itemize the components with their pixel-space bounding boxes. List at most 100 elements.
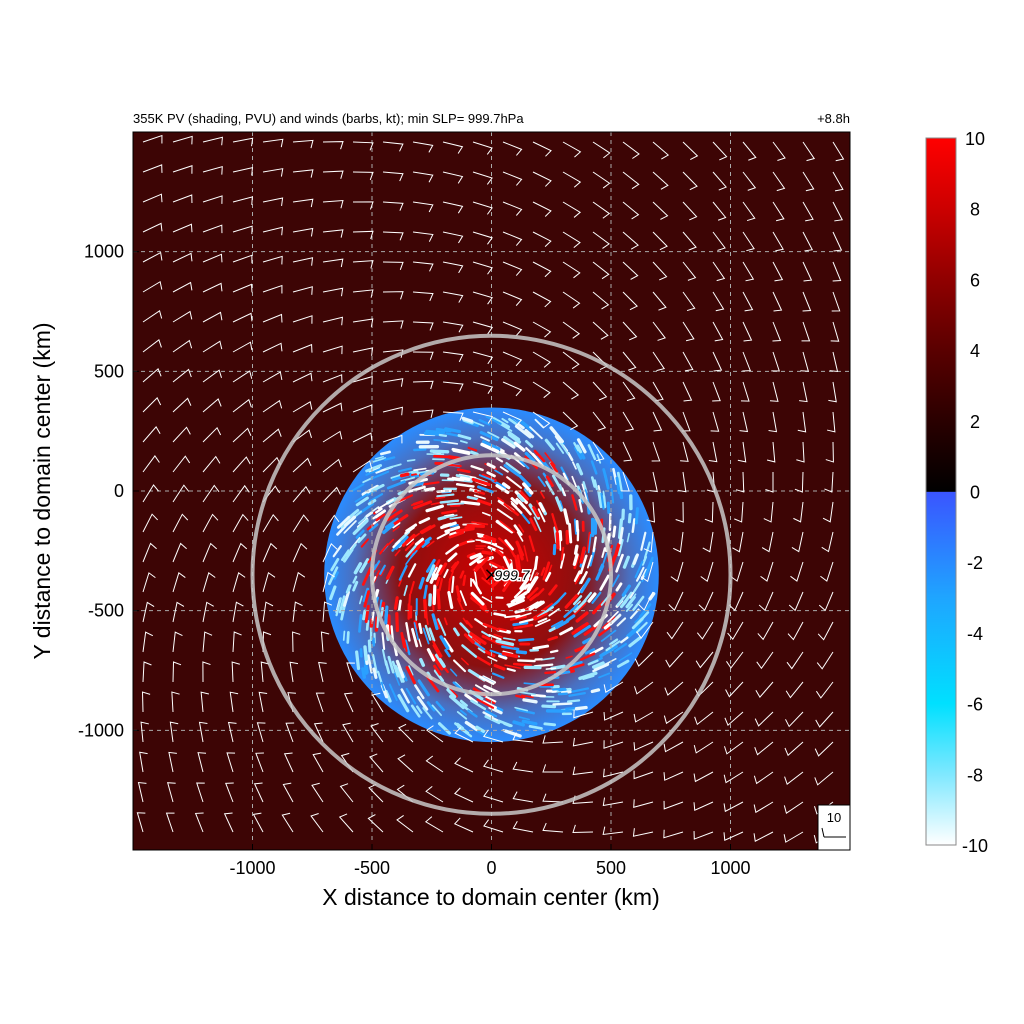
wind-barb [829, 351, 839, 373]
pv-streak [462, 574, 467, 587]
wind-barb [382, 141, 404, 152]
pv-streak [510, 497, 519, 505]
wind-barb [232, 166, 254, 176]
wind-barb [352, 404, 373, 414]
wind-barb [442, 381, 464, 392]
pv-streak [474, 556, 490, 573]
wind-barb [371, 692, 384, 713]
pv-streak [561, 690, 572, 695]
wind-barb [682, 351, 694, 372]
pv-streak [433, 439, 449, 443]
wind-barb [663, 771, 684, 781]
wind-barb [802, 291, 812, 312]
wind-barb [292, 227, 314, 237]
wind-barb [172, 165, 193, 174]
wind-barb [502, 231, 523, 246]
wind-barb [352, 230, 374, 240]
wind-barb [682, 381, 693, 402]
pv-streak [576, 444, 583, 454]
wind-barb [142, 251, 163, 263]
pv-streak [491, 672, 505, 679]
range-ring [370, 453, 613, 697]
pv-streak [629, 593, 637, 603]
wind-barb [472, 261, 493, 275]
wind-barb [322, 486, 341, 503]
wind-barb [739, 411, 749, 433]
pv-streak [435, 427, 452, 433]
pv-streak [513, 623, 534, 630]
wind-barb [821, 531, 834, 553]
pv-streak [433, 664, 442, 676]
pv-streak [438, 578, 444, 592]
wind-barb [442, 141, 464, 154]
pv-streak [368, 523, 379, 533]
pv-streak [466, 552, 476, 559]
pv-streak [502, 650, 514, 655]
wind-barb [708, 441, 718, 463]
x-axis-label: X distance to domain center (km) [322, 884, 659, 910]
pv-streak [501, 651, 519, 659]
wind-barb [292, 198, 314, 208]
colorbar: 10 8 6 4 2 0 -2 -4 -6 -8 -10 [925, 129, 988, 856]
pv-streak [368, 467, 381, 473]
wind-barb [652, 141, 670, 160]
pv-streak [405, 666, 416, 685]
wind-barb [472, 231, 493, 245]
y-tick-label: -1000 [78, 720, 124, 740]
wind-barb [772, 141, 786, 161]
pv-streak [537, 606, 554, 619]
pv-streak [587, 592, 597, 603]
wind-barb [262, 428, 282, 443]
pv-streak [573, 518, 578, 535]
wind-barb [202, 426, 222, 443]
wind-barb [412, 231, 434, 242]
wind-barb [693, 801, 714, 811]
wind-barb [592, 231, 610, 249]
wind-barb [322, 542, 338, 563]
wind-barb [142, 426, 161, 443]
pv-streak [532, 644, 550, 650]
pv-streak [439, 499, 460, 504]
pv-streak [493, 633, 503, 638]
pv-streak [515, 650, 528, 655]
wind-barb [502, 351, 523, 367]
pv-streak [362, 609, 367, 621]
wind-barb [172, 223, 193, 233]
pv-streak [330, 557, 340, 572]
wind-barb [801, 321, 811, 342]
pv-streak [357, 533, 367, 544]
wind-barb [643, 531, 654, 553]
x-axis: -1000 -500 0 500 1000 [229, 844, 751, 878]
y-axis: 1000 500 0 -500 -1000 [78, 242, 139, 740]
pv-streak [634, 560, 644, 579]
y-tick-label: 0 [114, 481, 124, 501]
pv-streak [559, 500, 564, 509]
wind-barb [453, 787, 474, 803]
pv-streak [581, 483, 588, 501]
pv-streak [424, 624, 432, 641]
pv-streak [555, 531, 560, 550]
wind-barb [232, 225, 253, 235]
wind-barb [772, 291, 783, 312]
pv-streak [447, 590, 454, 610]
pv-streak [544, 670, 557, 675]
wind-barb [262, 542, 278, 563]
pv-streak [555, 619, 570, 630]
time-label: +8.8h [817, 111, 850, 126]
wind-barb [483, 759, 504, 773]
pv-streak [342, 590, 350, 607]
pv-streak [566, 699, 581, 703]
wind-barb [831, 291, 841, 312]
wind-barb [172, 368, 192, 383]
pv-streak [422, 627, 430, 645]
wind-barb [225, 782, 234, 803]
pv-streak [496, 642, 515, 648]
pv-streak [404, 639, 411, 656]
pv-streak [614, 542, 621, 557]
pv-streak [386, 480, 406, 490]
wind-barb [232, 341, 253, 353]
pv-streak [460, 500, 481, 506]
pv-streak [549, 649, 559, 654]
wind-barb [172, 310, 193, 323]
